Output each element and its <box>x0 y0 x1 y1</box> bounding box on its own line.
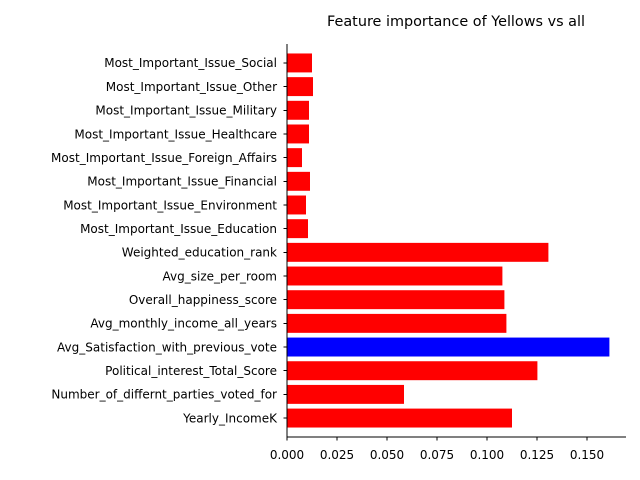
bar-Political_interest_Total_Score <box>287 361 538 381</box>
y-tick-label: Most_Important_Issue_Military <box>95 104 277 118</box>
y-tick-label: Most_Important_Issue_Foreign_Affairs <box>51 151 277 165</box>
bar-Most_Important_Issue_Foreign_Affairs <box>287 148 302 168</box>
y-axis: Yearly_IncomeK Number_of_differnt_parties… <box>51 56 287 425</box>
chart-title: Feature importance of Yellows vs all <box>327 14 585 30</box>
bars-group <box>287 53 610 428</box>
bar-Avg_Satisfaction_with_previous_vote <box>287 337 610 357</box>
x-tick-label: 0.100 <box>470 448 504 462</box>
y-tick-label: Political_interest_Total_Score <box>105 364 277 378</box>
bar-Most_Important_Issue_Military <box>287 100 309 120</box>
bar-Number_of_differnt_parties_voted_for <box>287 384 404 404</box>
bar-Most_Important_Issue_Other <box>287 77 313 97</box>
y-tick-label: Avg_size_per_room <box>163 269 277 283</box>
y-tick-label: Yearly_IncomeK <box>182 411 278 425</box>
x-tick-label: 0.075 <box>420 448 454 462</box>
bar-Most_Important_Issue_Social <box>287 53 312 73</box>
y-tick-label: Number_of_differnt_parties_voted_for <box>51 388 277 402</box>
bar-Avg_size_per_room <box>287 266 503 286</box>
x-tick-label: 0.150 <box>570 448 604 462</box>
x-axis: 0.000 0.025 0.050 0.075 0.100 0.125 0.150 <box>270 437 604 462</box>
y-tick-label: Most_Important_Issue_Environment <box>63 198 277 212</box>
y-tick-label: Most_Important_Issue_Social <box>104 56 277 70</box>
y-tick-label: Most_Important_Issue_Financial <box>87 175 277 189</box>
bar-Overall_happiness_score <box>287 290 505 310</box>
bar-Most_Important_Issue_Environment <box>287 195 306 215</box>
y-tick-label: Most_Important_Issue_Education <box>80 222 277 236</box>
bar-Avg_monthly_income_all_years <box>287 313 507 333</box>
bar-Weighted_education_rank <box>287 242 549 262</box>
y-tick-label: Overall_happiness_score <box>129 293 277 307</box>
x-tick-label: 0.050 <box>370 448 404 462</box>
x-tick-label: 0.125 <box>520 448 554 462</box>
bar-Most_Important_Issue_Financial <box>287 171 310 191</box>
bar-Most_Important_Issue_Healthcare <box>287 124 309 144</box>
y-tick-label: Most_Important_Issue_Healthcare <box>74 127 277 141</box>
x-tick-label: 0.000 <box>270 448 304 462</box>
y-tick-label: Avg_monthly_income_all_years <box>90 317 277 331</box>
x-tick-label: 0.025 <box>320 448 354 462</box>
y-tick-label: Most_Important_Issue_Other <box>106 80 277 94</box>
bar-Yearly_IncomeK <box>287 408 512 428</box>
bar-Most_Important_Issue_Education <box>287 219 308 239</box>
y-tick-label: Avg_Satisfaction_with_previous_vote <box>57 340 277 354</box>
y-tick-label: Weighted_education_rank <box>122 246 277 260</box>
